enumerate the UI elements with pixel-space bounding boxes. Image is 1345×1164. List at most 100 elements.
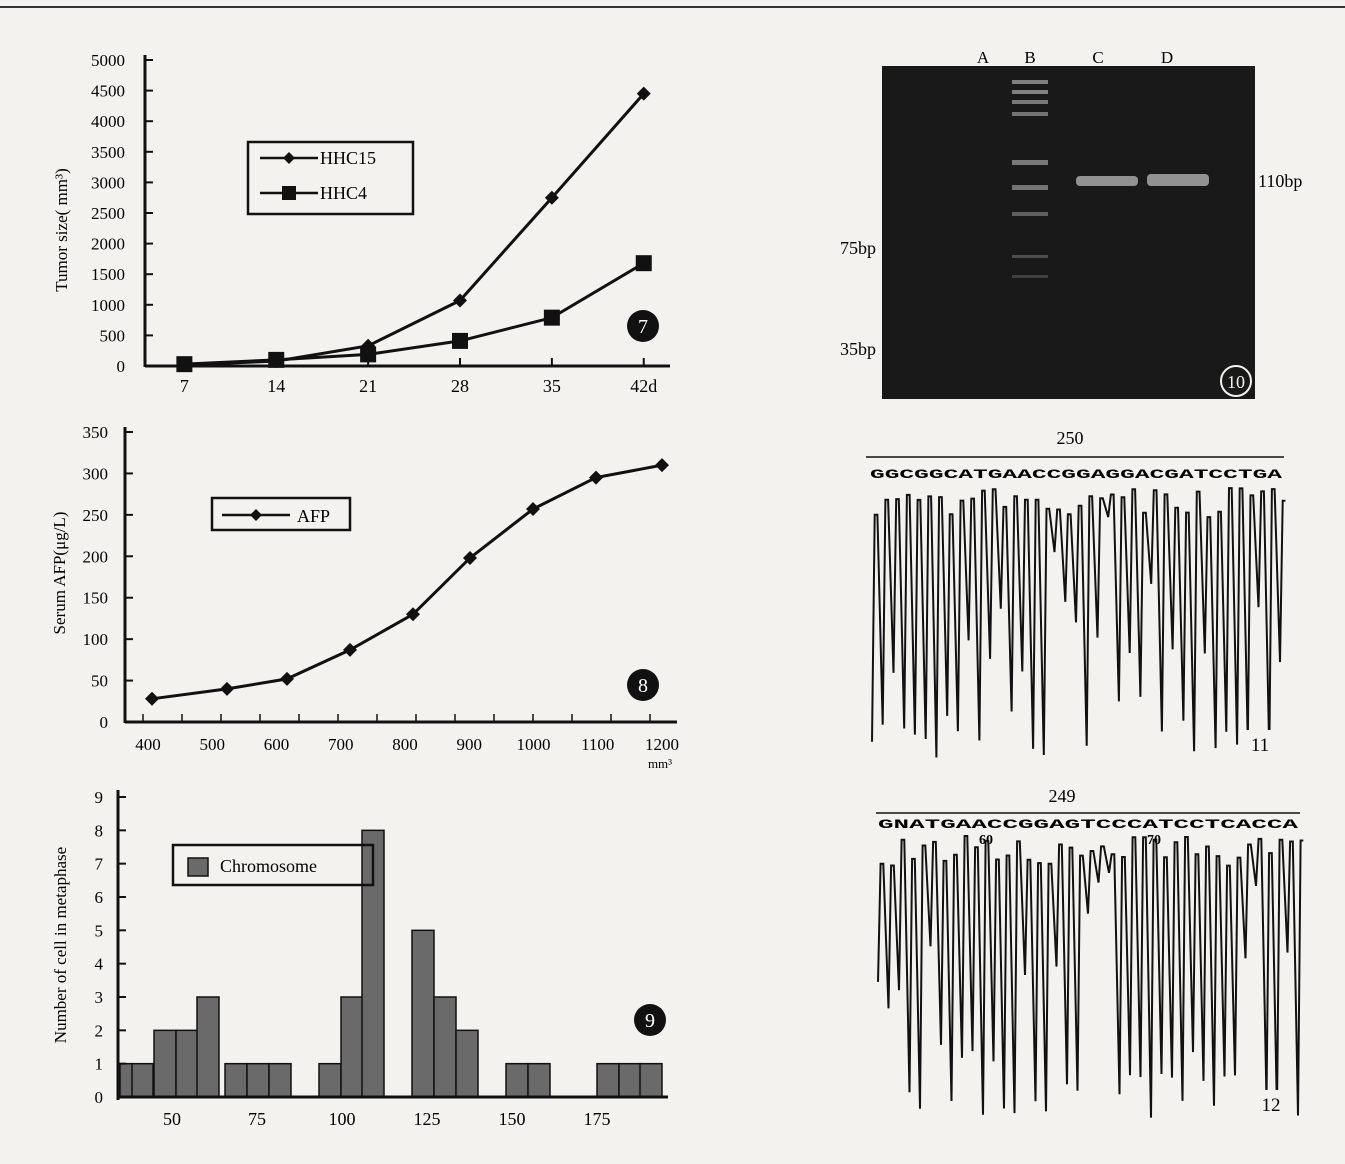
y-tick-label: 9 (95, 788, 104, 807)
data-point-afp (280, 671, 294, 686)
data-point-afp (220, 681, 234, 696)
histogram-bar (153, 1029, 177, 1098)
legend-marker-diamond (283, 152, 295, 164)
y-tick-label: 4500 (91, 82, 125, 101)
y-tick-label: 1500 (91, 265, 125, 284)
legend-marker-square (282, 186, 296, 200)
x-tick-label: 700 (328, 735, 354, 754)
x-tick-label: 1200 (645, 735, 679, 754)
x-tick-label: 28 (451, 376, 469, 396)
x-tick-label: 150 (499, 1109, 526, 1129)
data-point-afp (343, 642, 357, 657)
histogram-bar (175, 1029, 199, 1098)
histogram-bar (596, 1062, 620, 1098)
band-lane-d (1147, 174, 1209, 186)
legend-label-hhc15: HHC15 (320, 148, 376, 168)
ladder-lane (1012, 80, 1048, 278)
sequence-position: 249 (1049, 786, 1076, 806)
y-tick-label: 2 (95, 1021, 104, 1040)
y-tick-label: 7 (95, 855, 104, 874)
chromatogram-trace (877, 835, 1304, 1118)
data-point-hhc4 (176, 356, 193, 373)
histogram-bar (268, 1062, 292, 1098)
y-tick-label: 1 (95, 1055, 104, 1074)
y-tick-label: 100 (83, 630, 109, 649)
histogram-bar (119, 1062, 133, 1098)
y-tick-label: 0 (100, 713, 109, 732)
data-point-hhc15 (636, 86, 651, 101)
base-calls: GGCGGCATGAACCGGAGGACGATCCTGA (870, 467, 1282, 482)
legend-box (246, 140, 415, 216)
y-tick-label: 1000 (91, 296, 125, 315)
sequence-position: 250 (1057, 428, 1084, 448)
y-tick-label: 200 (83, 547, 109, 566)
legend-label-afp: AFP (297, 506, 330, 526)
panel-number: 10 (1227, 372, 1245, 392)
y-axis-label: Number of cell in metaphase (51, 847, 70, 1043)
x-tick-label: 42d (630, 376, 657, 396)
top-rule (0, 6, 1345, 8)
x-tick-label: 400 (135, 735, 161, 754)
y-axis-label: Tumor size( mm³) (52, 168, 71, 291)
panel-number: 11 (1251, 735, 1269, 756)
gel-image: A B C D 110bp 75bp 35bp 10 (840, 48, 1302, 399)
x-tick-label: 900 (457, 735, 483, 754)
legend-marker-diamond (250, 509, 262, 521)
x-tick-label: 14 (267, 376, 285, 396)
legend-box (171, 843, 375, 887)
x-axis-unit: mm³ (648, 756, 672, 771)
chromatogram-trace (871, 487, 1286, 758)
panel-badge (1244, 730, 1276, 758)
data-point-afp (526, 502, 540, 517)
x-tick-label: 100 (329, 1109, 356, 1129)
panel-badge: 8 (627, 669, 659, 701)
data-point-hhc4 (543, 309, 560, 326)
data-point-afp (655, 458, 669, 473)
x-tick-label: 600 (264, 735, 290, 754)
data-point-afp (589, 470, 603, 485)
data-point-afp (406, 607, 420, 622)
y-tick-label: 0 (117, 357, 126, 376)
series-line-afp (151, 463, 663, 701)
panel-number: 9 (645, 1010, 655, 1032)
y-tick-label: 4000 (91, 112, 125, 131)
data-point-hhc4 (452, 332, 468, 349)
histogram-bar (130, 1062, 154, 1098)
y-tick-label: 2000 (91, 235, 125, 254)
x-tick-label: 7 (180, 376, 189, 396)
series-line-hhc4 (184, 261, 645, 366)
histogram-bar (224, 1062, 248, 1098)
histogram-bar (318, 1062, 342, 1098)
sequence-trace-249: 249 GNATGAACCGGAGTCCCATCCTCACCA 60 70 12 (876, 786, 1304, 1118)
y-tick-label: 0 (95, 1088, 104, 1107)
y-tick-label: 4 (95, 955, 104, 974)
y-tick-label: 5000 (91, 51, 125, 70)
histogram-bar (505, 1062, 529, 1098)
x-tick-label: 500 (200, 735, 226, 754)
data-point-hhc15 (453, 293, 467, 308)
histogram-bar (196, 996, 220, 1098)
x-tick-label: 800 (392, 735, 418, 754)
panel-badge (1255, 1090, 1287, 1118)
x-tick-label: 50 (163, 1109, 181, 1129)
histogram-bar (246, 1062, 270, 1098)
band-label-75bp: 75bp (840, 238, 876, 258)
histogram-bar (455, 1029, 479, 1098)
panel-number: 7 (638, 316, 648, 338)
y-tick-label: 2500 (91, 204, 125, 223)
legend-label-chromosome: Chromosome (220, 856, 317, 876)
y-tick-label: 150 (83, 589, 109, 608)
data-point-hhc4 (360, 346, 377, 363)
panel-number: 12 (1262, 1095, 1281, 1116)
y-tick-label: 300 (83, 464, 109, 483)
panel-number: 8 (638, 675, 648, 697)
y-tick-label: 50 (91, 672, 108, 691)
lane-label-c: C (1092, 48, 1103, 67)
series-line-hhc15 (184, 92, 645, 367)
x-tick-label: 35 (543, 376, 561, 396)
data-point-hhc4 (635, 255, 652, 272)
x-tick-label: 75 (248, 1109, 266, 1129)
y-tick-label: 3500 (91, 143, 125, 162)
band-lane-c (1076, 176, 1138, 186)
